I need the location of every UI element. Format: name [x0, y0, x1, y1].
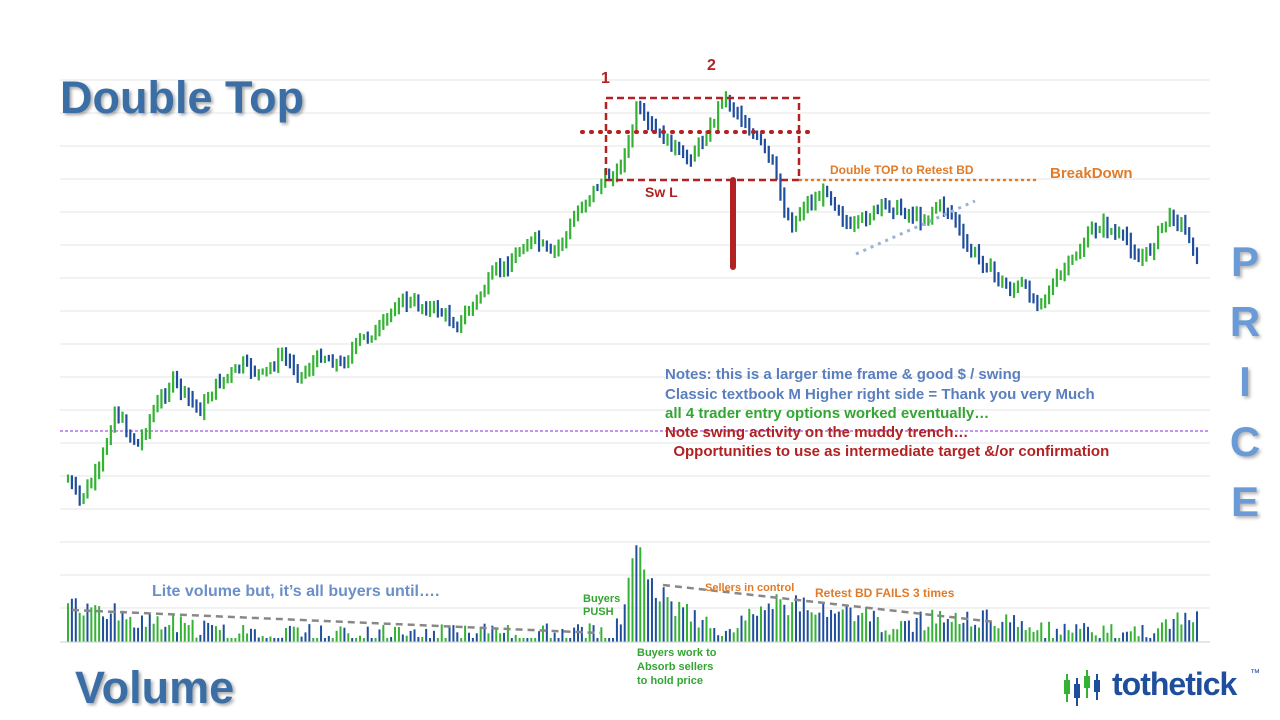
- note-line-4: Note swing activity on the muddy trench…: [665, 424, 969, 441]
- candlestick-logo-icon: [1064, 670, 1100, 706]
- retest-fails-label: Retest BD FAILS 3 times: [815, 586, 955, 600]
- price-label-r: R: [1229, 298, 1261, 345]
- price-label-i: I: [1239, 358, 1251, 405]
- gridlines: [60, 79, 1210, 609]
- volume-title: Volume: [75, 662, 235, 713]
- sellers-control-label: Sellers in control: [705, 582, 795, 594]
- note-line-1: Notes: this is a larger time frame & goo…: [665, 366, 1021, 383]
- absorb-label-2: Absorb sellers: [637, 661, 714, 673]
- peak-2-label: 2: [707, 57, 716, 74]
- price-bars: [66, 91, 1199, 506]
- absorb-label-1: Buyers work to: [637, 647, 717, 659]
- note-line-5: Opportunities to use as intermediate tar…: [665, 443, 1110, 460]
- logo-text: tothetick: [1112, 666, 1237, 702]
- logo-tm: ™: [1250, 668, 1260, 679]
- volume-trend-right: [662, 583, 996, 624]
- breakdown-label: BreakDown: [1050, 165, 1133, 182]
- price-label-p: P: [1230, 238, 1259, 285]
- double-top-box: [604, 96, 801, 182]
- lite-volume-note: Lite volume but, it’s all buyers until….: [152, 583, 440, 600]
- swing-low-label: Sw L: [645, 184, 678, 200]
- note-line-2: Classic textbook M Higher right side = T…: [665, 386, 1095, 403]
- peak-1-label: 1: [601, 70, 610, 87]
- price-label-c: C: [1229, 418, 1261, 465]
- price-label-e: E: [1230, 478, 1259, 525]
- pattern-overlays: [71, 96, 1042, 635]
- buyers-push-label-1: Buyers: [583, 593, 621, 605]
- rising-wedge-line: [855, 199, 976, 256]
- buyers-push-label-2: PUSH: [583, 606, 614, 618]
- double-top-retest-label: Double TOP to Retest BD: [830, 163, 974, 177]
- tothetick-logo: tothetick ™: [1062, 664, 1262, 708]
- volume-trend-left: [71, 608, 601, 635]
- chart-title: Double Top: [60, 72, 305, 123]
- absorb-label-3: to hold price: [637, 675, 703, 687]
- note-line-3: all 4 trader entry options worked eventu…: [665, 405, 990, 422]
